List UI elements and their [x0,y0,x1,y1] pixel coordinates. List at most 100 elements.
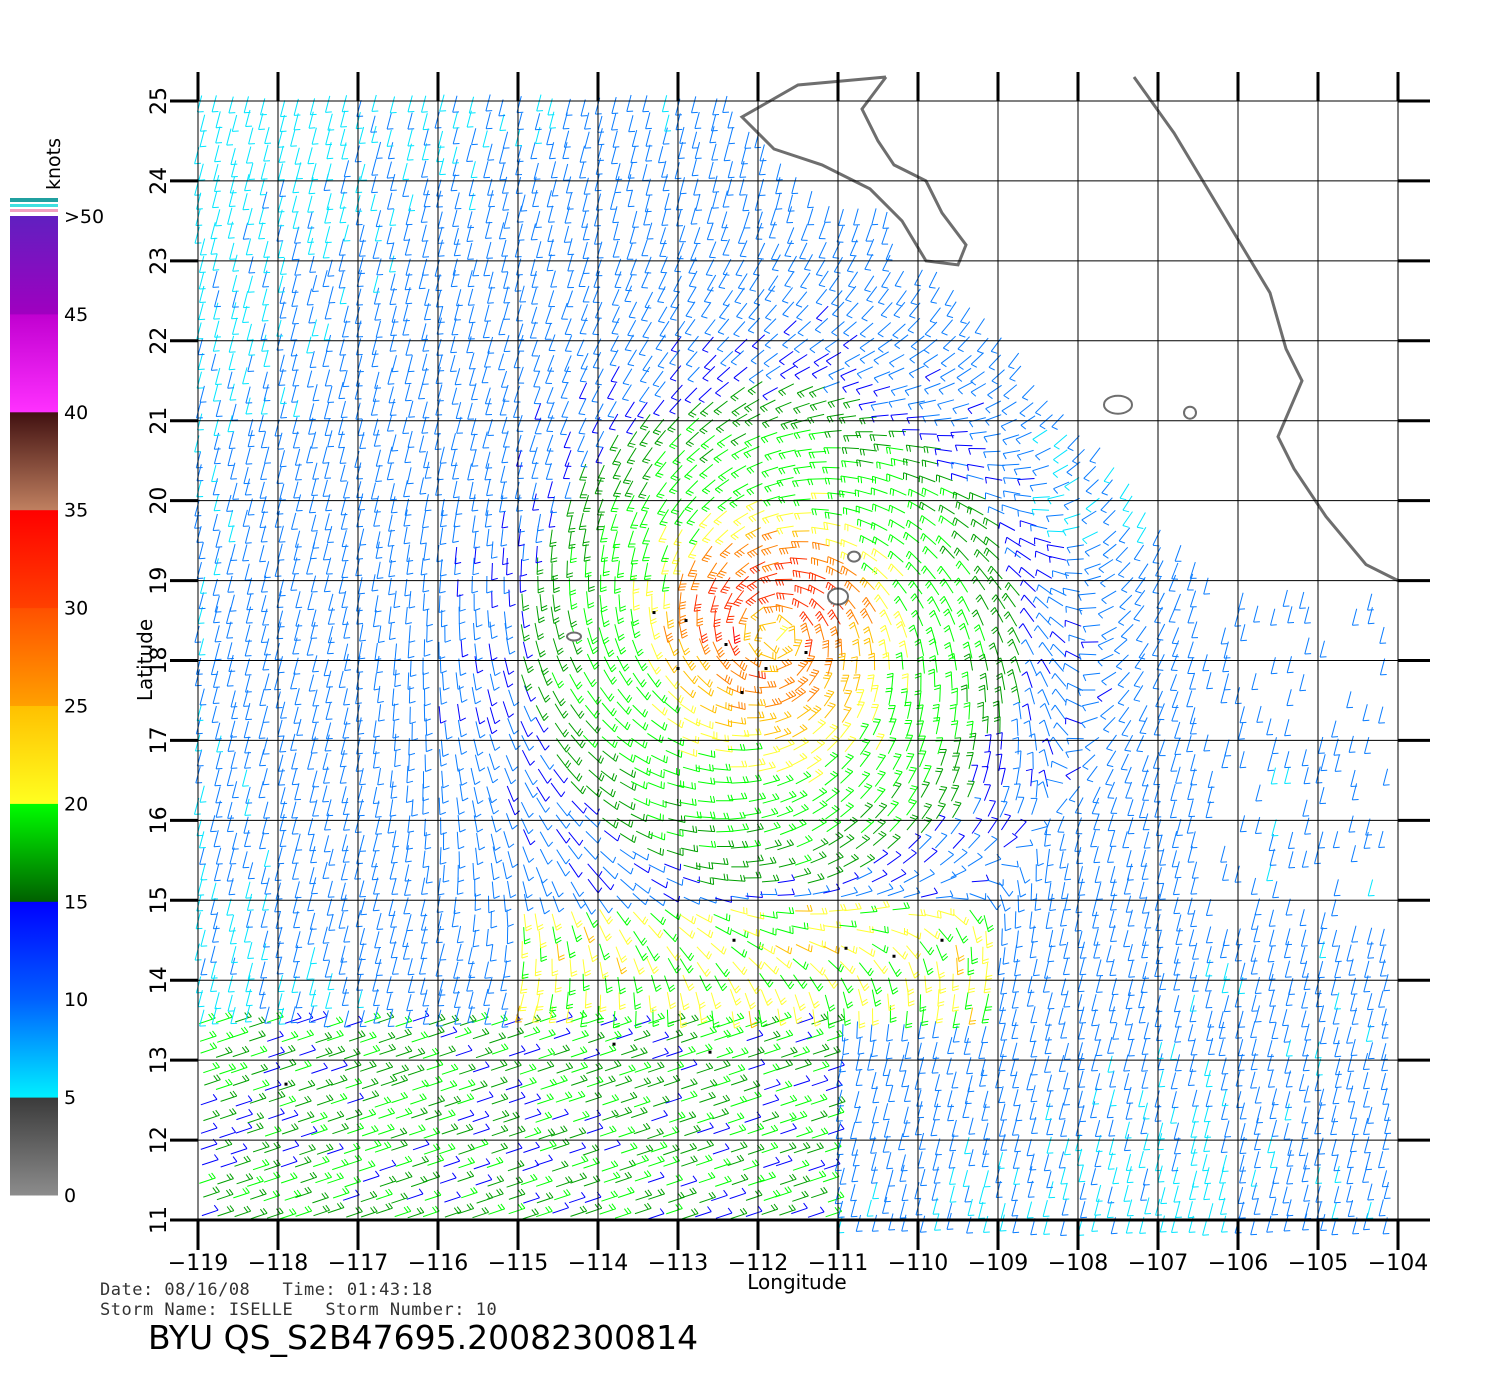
barb-shaft [811,1132,829,1139]
barb-feather [690,1091,695,1098]
barb-shaft [620,1147,638,1154]
barb-shaft [1317,960,1324,978]
barb-shaft [615,946,623,963]
wind-barb [620,1142,638,1154]
wind-barb [715,926,732,936]
wind-barb [234,1155,251,1167]
barb-feather [500,1125,506,1132]
barb-feather [453,1123,459,1129]
barb-shaft [681,1213,699,1220]
barb-feather [971,958,978,962]
barb-feather [258,1093,264,1100]
barb-feather [678,1203,683,1209]
wind-barb [871,1153,878,1171]
barb-feather [953,1041,960,1043]
barb-feather [525,924,532,929]
barb-feather [985,1006,993,1008]
barb-feather [855,947,858,954]
barb-feather [823,1074,829,1081]
barb-feather [1077,946,1085,949]
wind-barb [1189,1054,1197,1072]
barb-shaft [1314,1074,1320,1091]
wind-barb [392,1064,409,1076]
wind-barb [1349,1135,1357,1153]
barb-shaft [441,1128,459,1135]
wind-barb [858,946,876,958]
barb-shaft [1061,1198,1067,1216]
wind-barb [635,1189,653,1201]
wind-barb [1303,972,1311,991]
barb-feather [407,1107,413,1114]
barb-feather [490,925,498,929]
barb-feather [566,1189,571,1195]
barb-feather [752,1081,758,1087]
barb-feather [929,949,935,956]
barb-shaft [217,1036,234,1043]
barb-feather [500,1044,506,1050]
barb-shaft [823,945,839,955]
barb-shaft [1091,1009,1097,1026]
barb-feather [635,1006,642,1010]
wind-barb [297,1029,314,1041]
barb-feather [828,1004,835,1009]
wind-barb [648,1155,665,1167]
barb-feather [788,1029,794,1036]
barb-shaft [585,1207,602,1215]
wind-barb [1285,1039,1293,1057]
barb-feather [659,1208,665,1214]
wind-barb [580,1010,588,1028]
barb-shaft [1250,957,1257,975]
barb-shaft [1267,1070,1274,1088]
barb-feather [668,984,675,990]
barb-feather [771,1112,777,1118]
wind-barb [652,1031,670,1043]
barb-feather [690,1032,695,1039]
wind-barb [1238,1201,1246,1219]
barb-shaft [508,1096,526,1104]
barb-shaft [650,912,664,926]
barb-shaft [679,993,685,1011]
barb-shaft [843,1008,846,1026]
wind-barb [1013,1089,1021,1107]
wind-barb [312,1192,329,1204]
barb-feather [291,1208,297,1214]
barb-feather [241,1046,247,1053]
barb-feather [423,1175,428,1182]
barb-shaft [793,1051,810,1058]
barb-feather [258,1017,263,1024]
barb-feather [327,1171,332,1178]
wind-barb [1253,1133,1261,1151]
barb-shaft [1346,1167,1352,1184]
barb-shaft [555,1180,573,1188]
wind-barb [1125,1102,1133,1120]
wind-barb [508,1188,526,1200]
barb-shaft [1250,1020,1256,1038]
barb-shaft [453,961,459,979]
barb-shaft [1331,1105,1337,1123]
barb-feather [606,986,613,991]
barb-shaft [908,962,916,979]
barb-shaft [714,1034,731,1041]
barb-feather [602,975,609,980]
barb-feather [540,958,548,962]
barb-shaft [313,1209,330,1217]
barb-feather [952,1006,960,1009]
barb-shaft [467,947,473,964]
wind-barb [267,1030,284,1042]
barb-shaft [1170,1106,1176,1124]
barb-feather [824,1060,830,1067]
wind-barb [406,994,414,1012]
wind-barb [524,1014,541,1026]
barb-feather [621,958,628,963]
wind-barb [731,1173,749,1186]
barb-feather [552,1140,557,1146]
barb-feather [383,1097,389,1104]
barb-feather [1012,1134,1019,1136]
wind-barb [924,975,933,994]
barb-shaft [1236,1090,1242,1108]
barb-feather [820,1014,826,1021]
barb-feather [212,1042,218,1048]
barb-feather [371,1091,377,1097]
barb-shaft [835,1104,842,1122]
barb-feather [787,981,793,987]
